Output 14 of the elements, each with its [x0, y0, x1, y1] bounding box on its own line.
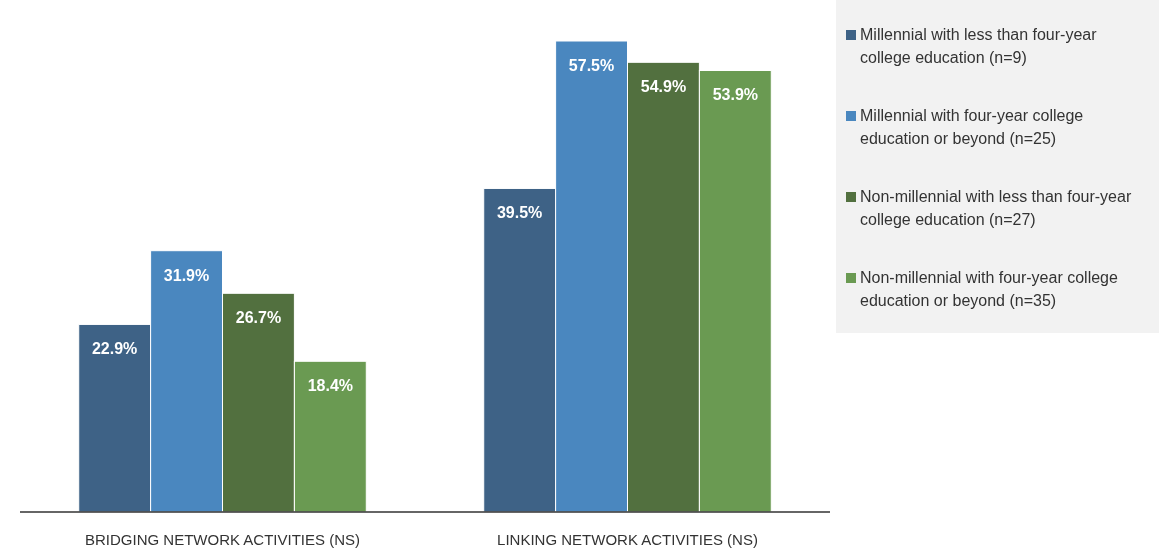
data-label: 39.5%: [496, 204, 543, 222]
data-label: 54.9%: [640, 78, 687, 96]
x-tick-label: LINKING NETWORK ACTIVITIES (NS): [497, 530, 758, 548]
data-label: 22.9%: [91, 340, 138, 358]
legend-label: Millennial with less than four-year college education (n=9): [860, 26, 1098, 66]
legend-label: Millennial with four-year college education or beyond (n=25): [860, 107, 1084, 147]
legend-label: Non-millennial with four-year college education or beyond (n=35): [860, 269, 1118, 309]
data-label: 57.5%: [568, 57, 615, 74]
legend-label: Non-millennial with less than four-year college education (n=27): [860, 188, 1132, 228]
data-label: 53.9%: [712, 86, 759, 104]
data-label: 31.9%: [163, 266, 210, 284]
data-label: 26.7%: [235, 309, 282, 327]
data-label: 18.4%: [307, 377, 354, 395]
x-tick-label: BRIDGING NETWORK ACTIVITIES (NS): [84, 530, 361, 548]
